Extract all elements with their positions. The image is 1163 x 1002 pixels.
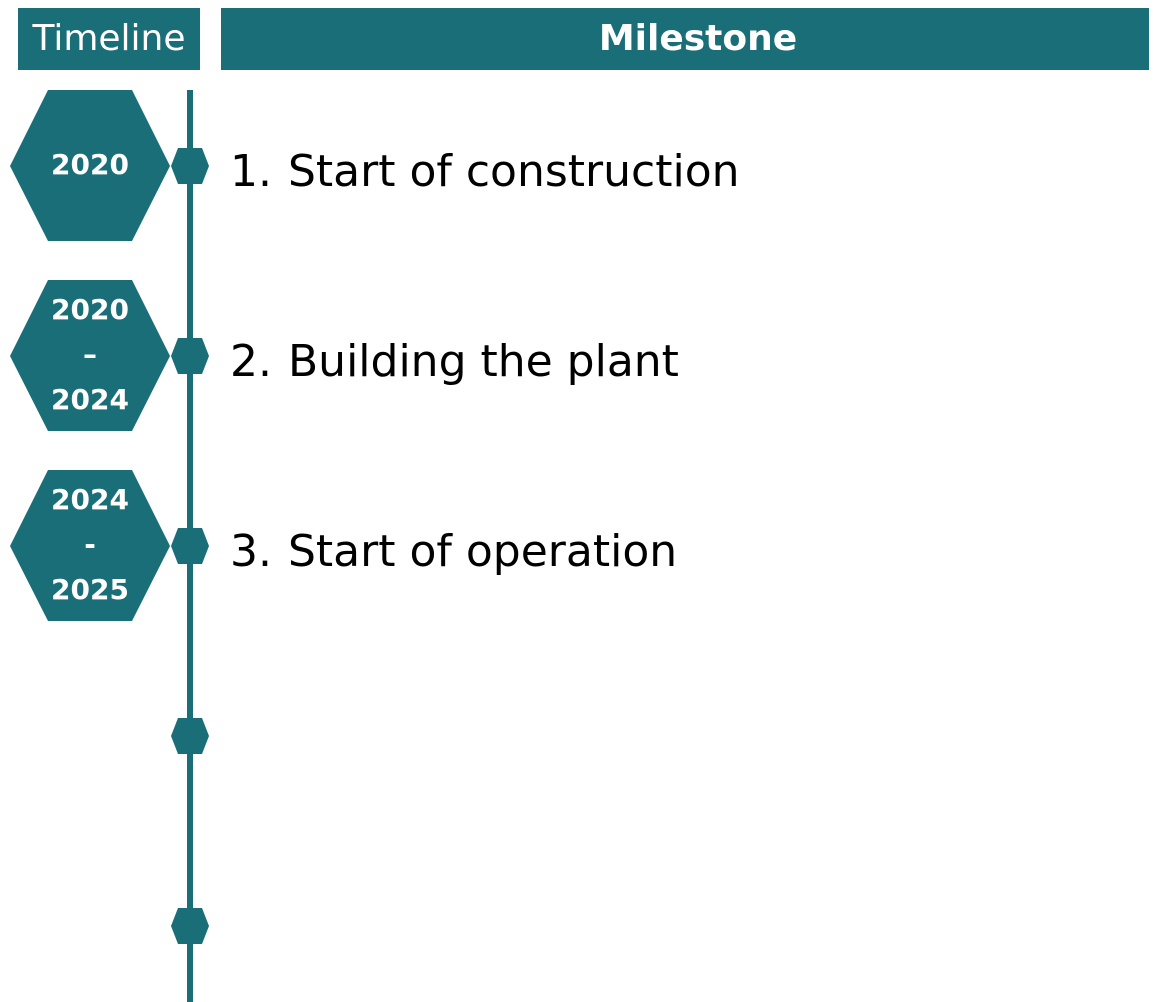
period-text: - [84, 528, 96, 561]
milestone-text: Building the plant [288, 336, 679, 387]
milestone-header [221, 8, 1149, 70]
timeline-node [171, 908, 209, 944]
timeline-node [171, 528, 209, 564]
period-text: 2024 [51, 383, 129, 416]
period-text: 2024 [51, 483, 129, 516]
period-text: 2020 [51, 148, 129, 181]
period-hexagon [10, 280, 170, 431]
milestone-number: 1. [230, 146, 272, 197]
milestone-text: Start of operation [288, 526, 677, 577]
timeline-header-text: Timeline [31, 18, 185, 59]
timeline-node [171, 338, 209, 374]
period-hexagon [10, 470, 170, 621]
milestone-text: Start of construction [288, 146, 740, 197]
period-text: 2025 [51, 573, 129, 606]
period-text: 2020 [51, 293, 129, 326]
period-text: – [83, 338, 97, 371]
milestone-number: 3. [230, 526, 272, 577]
timeline-header [18, 8, 200, 70]
period-hexagon [10, 90, 170, 241]
milestone-number: 2. [230, 336, 272, 387]
timeline-node [171, 148, 209, 184]
milestone-header-text: Milestone [599, 18, 797, 59]
timeline-node [171, 718, 209, 754]
